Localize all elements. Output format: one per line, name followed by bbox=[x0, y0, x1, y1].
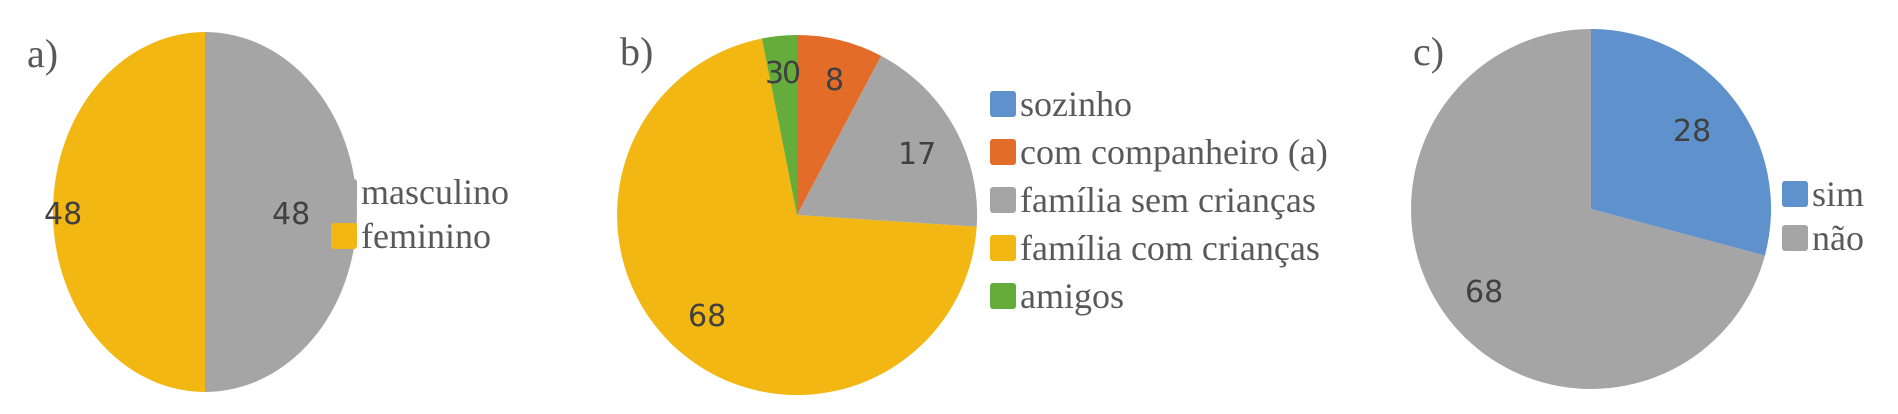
legend-item-amigos: amigos bbox=[990, 272, 1328, 320]
legend-c: sim não bbox=[1782, 170, 1864, 262]
legend-swatch-familia-sem-criancas bbox=[990, 187, 1016, 213]
pie-c-label-nao: 68 bbox=[1465, 275, 1503, 310]
pie-b-label-companheiro: 8 bbox=[825, 63, 844, 98]
pie-b-label-sem-criancas: 17 bbox=[898, 137, 936, 172]
legend-swatch-sim bbox=[1782, 181, 1808, 207]
legend-item-feminino: feminino bbox=[331, 212, 509, 260]
legend-swatch-com-companheiro bbox=[990, 139, 1016, 165]
legend-item-masculino: masculino bbox=[331, 168, 509, 216]
pie-c: 28 68 bbox=[1411, 28, 1772, 389]
pie-a-slice-feminino bbox=[53, 32, 205, 392]
panel-label-a: a) bbox=[27, 31, 59, 76]
pie-b-label-com-criancas: 68 bbox=[688, 299, 726, 334]
pie-c-slice-sim bbox=[1591, 28, 1772, 256]
legend-label: com companheiro (a) bbox=[1020, 132, 1328, 172]
legend-label: sozinho bbox=[1020, 84, 1132, 124]
legend-label: família com crianças bbox=[1020, 228, 1320, 268]
pie-a-slice-masculino bbox=[205, 32, 357, 392]
legend-item-sim: sim bbox=[1782, 170, 1864, 218]
pie-a-label-feminino: 48 bbox=[44, 197, 82, 232]
legend-swatch-nao bbox=[1782, 225, 1808, 251]
pie-b-slice-amigos bbox=[761, 35, 797, 215]
pie-b-slice-familia-sem-criancas bbox=[797, 55, 978, 227]
legend-item-familia-sem-criancas: família sem crianças bbox=[990, 176, 1328, 224]
legend-label: família sem crianças bbox=[1020, 180, 1316, 220]
pie-a-label-masculino: 48 bbox=[272, 197, 310, 232]
pie-b-slice-familia-com-criancas bbox=[617, 38, 977, 396]
legend-label: sim bbox=[1812, 174, 1865, 214]
legend-swatch-amigos bbox=[990, 283, 1016, 309]
pie-c-slice-nao bbox=[1411, 29, 1765, 389]
panel-label-c: c) bbox=[1413, 29, 1445, 74]
pie-b-label-amigos: 3 bbox=[765, 56, 784, 91]
legend-swatch-sozinho bbox=[990, 91, 1016, 117]
legend-item-sozinho: sozinho bbox=[990, 80, 1328, 128]
legend-label: amigos bbox=[1020, 276, 1124, 316]
legend-item-com-companheiro: com companheiro (a) bbox=[990, 128, 1328, 176]
legend-swatch-feminino bbox=[331, 223, 357, 249]
pie-b-label-sozinho: 0 bbox=[782, 56, 801, 91]
pie-a: 48 48 bbox=[44, 32, 357, 392]
legend-label: não bbox=[1812, 218, 1864, 258]
pie-b-slice-com-companheiro bbox=[797, 35, 882, 215]
legend-swatch-masculino bbox=[331, 179, 357, 205]
legend-b: sozinho com companheiro (a) família sem … bbox=[990, 80, 1328, 320]
legend-item-nao: não bbox=[1782, 214, 1864, 262]
legend-label: masculino bbox=[361, 172, 509, 212]
panel-label-b: b) bbox=[620, 29, 654, 74]
legend-item-familia-com-criancas: família com crianças bbox=[990, 224, 1328, 272]
pie-c-label-sim: 28 bbox=[1673, 114, 1711, 149]
legend-swatch-familia-com-criancas bbox=[990, 235, 1016, 261]
pie-b: 3 0 8 17 68 bbox=[617, 35, 978, 396]
legend-label: feminino bbox=[361, 216, 491, 256]
legend-a: masculino feminino bbox=[331, 168, 509, 260]
